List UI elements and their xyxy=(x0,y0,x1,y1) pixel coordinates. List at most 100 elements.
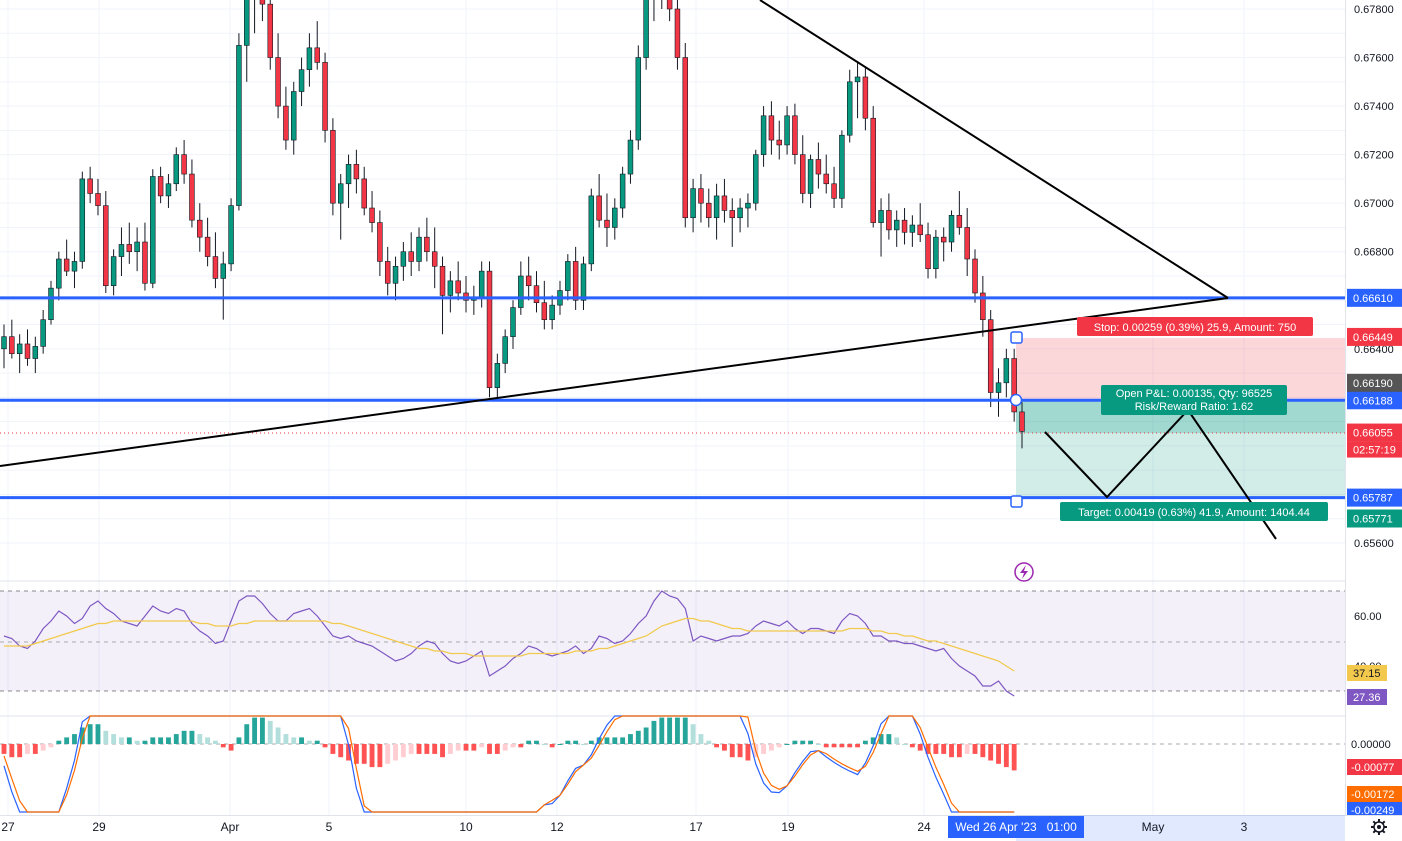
candle[interactable] xyxy=(252,0,257,34)
candle[interactable] xyxy=(189,159,195,228)
candle[interactable] xyxy=(212,232,219,289)
candle[interactable] xyxy=(463,276,469,313)
candle[interactable] xyxy=(917,203,923,243)
candle[interactable] xyxy=(776,120,782,160)
candle[interactable] xyxy=(792,103,798,165)
signal-line[interactable] xyxy=(3,715,1015,813)
stop-handle[interactable] xyxy=(1010,331,1023,344)
candle[interactable] xyxy=(580,256,587,310)
candle[interactable] xyxy=(721,178,728,223)
candle[interactable] xyxy=(95,178,101,216)
candle[interactable] xyxy=(925,222,931,279)
candle[interactable] xyxy=(533,271,540,313)
projection-path[interactable] xyxy=(1044,408,1277,540)
candle[interactable] xyxy=(784,106,790,155)
candle[interactable] xyxy=(878,198,884,257)
candle[interactable] xyxy=(956,191,963,235)
gear-icon[interactable] xyxy=(1371,819,1387,835)
candle[interactable] xyxy=(839,130,845,209)
candle[interactable] xyxy=(408,232,414,276)
candle[interactable] xyxy=(745,193,751,228)
candle[interactable] xyxy=(1011,348,1017,422)
candle[interactable] xyxy=(596,174,602,228)
candle[interactable] xyxy=(690,178,696,233)
candle[interactable] xyxy=(604,193,610,247)
candle[interactable] xyxy=(103,191,109,293)
candle[interactable] xyxy=(79,171,86,269)
candle[interactable] xyxy=(471,285,477,315)
candle[interactable] xyxy=(987,309,994,408)
candle[interactable] xyxy=(572,246,579,310)
flash-icon[interactable] xyxy=(1014,562,1034,582)
candle[interactable] xyxy=(330,118,336,216)
candle[interactable] xyxy=(854,62,861,119)
stop-label[interactable]: Stop: 0.00259 (0.39%) 25.9, Amount: 750 xyxy=(1077,317,1313,336)
candle[interactable] xyxy=(525,256,532,301)
candle[interactable] xyxy=(486,261,493,398)
candle[interactable] xyxy=(345,154,352,209)
candle[interactable] xyxy=(940,227,947,262)
candle[interactable] xyxy=(494,353,501,398)
candle[interactable] xyxy=(698,174,704,223)
candle[interactable] xyxy=(142,222,148,291)
candle[interactable] xyxy=(377,210,383,276)
macd-line[interactable] xyxy=(3,715,1015,813)
descending-trendline[interactable] xyxy=(759,0,1229,299)
candle[interactable] xyxy=(298,57,305,107)
entry-handle[interactable] xyxy=(1009,393,1023,407)
target-handle[interactable] xyxy=(1010,495,1023,508)
candle[interactable] xyxy=(267,0,273,70)
candle[interactable] xyxy=(737,198,743,233)
candle[interactable] xyxy=(134,227,140,272)
candle[interactable] xyxy=(24,329,31,366)
candle[interactable] xyxy=(807,154,814,209)
macd-histogram[interactable] xyxy=(1,717,1017,771)
candle[interactable] xyxy=(150,169,156,289)
candle[interactable] xyxy=(173,147,180,192)
candle[interactable] xyxy=(800,135,806,204)
candle[interactable] xyxy=(635,45,642,150)
candle[interactable] xyxy=(384,246,391,296)
candle[interactable] xyxy=(619,166,626,218)
candle[interactable] xyxy=(392,256,399,301)
candle[interactable] xyxy=(204,217,211,267)
candle[interactable] xyxy=(87,166,93,204)
candle[interactable] xyxy=(9,319,15,359)
candle[interactable] xyxy=(870,106,876,228)
candle[interactable] xyxy=(1,324,7,369)
candle[interactable] xyxy=(244,0,250,82)
candle[interactable] xyxy=(455,261,461,301)
candle[interactable] xyxy=(126,222,133,264)
candle[interactable] xyxy=(110,249,117,296)
candle[interactable] xyxy=(32,336,39,374)
candle[interactable] xyxy=(16,334,23,374)
candle[interactable] xyxy=(48,280,54,325)
candle[interactable] xyxy=(886,193,892,240)
candle[interactable] xyxy=(275,33,281,119)
candle[interactable] xyxy=(306,33,313,87)
candle[interactable] xyxy=(502,329,508,374)
candle[interactable] xyxy=(337,174,344,240)
candle[interactable] xyxy=(729,198,735,247)
candle[interactable] xyxy=(652,0,657,22)
candle[interactable] xyxy=(964,208,970,276)
candle[interactable] xyxy=(322,52,328,143)
candle[interactable] xyxy=(753,149,759,211)
rsi-ma-line[interactable] xyxy=(4,617,1015,672)
candle[interactable] xyxy=(439,256,446,335)
target-zone[interactable] xyxy=(1016,433,1346,498)
candle[interactable] xyxy=(659,0,664,9)
candle[interactable] xyxy=(682,42,689,228)
candle[interactable] xyxy=(674,0,681,70)
rsi-line[interactable] xyxy=(3,590,1015,697)
candle[interactable] xyxy=(972,249,978,303)
candle[interactable] xyxy=(893,210,900,247)
candle[interactable] xyxy=(846,69,853,143)
candle[interactable] xyxy=(361,166,367,216)
candle[interactable] xyxy=(236,33,242,211)
candle[interactable] xyxy=(627,130,634,184)
candle[interactable] xyxy=(768,101,775,155)
ascending-trendline[interactable] xyxy=(0,297,1229,467)
candle[interactable] xyxy=(612,198,618,240)
